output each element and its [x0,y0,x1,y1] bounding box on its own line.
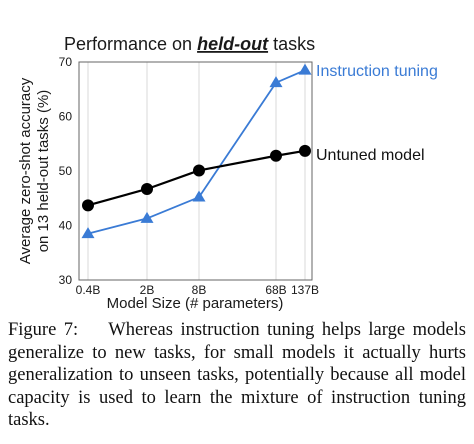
chart-title-emphasis: held-out [197,34,269,54]
data-point-untuned-model-0.4b [82,199,94,212]
figure-caption: Figure 7: Whereas instruction tuning hel… [8,319,466,432]
data-point-untuned-model-68b [270,149,282,162]
data-point-instruction-tuning-68b [269,76,283,88]
y-tick-label-70: 70 [59,55,73,69]
data-point-instruction-tuning-2b [140,211,154,223]
data-point-instruction-tuning-8b [192,190,206,202]
chart-title-suffix: tasks [268,34,315,54]
caption-text: Whereas instruction tuning helps large m… [8,320,467,430]
data-point-untuned-model-137b [299,144,311,157]
x-tick-label-8b: 8B [192,283,207,297]
data-point-instruction-tuning-137b [298,63,312,75]
series-label-instruction-tuning: Instruction tuning [316,63,438,80]
caption-label: Figure 7: [8,320,79,340]
x-tick-label-68b: 68B [265,283,286,297]
x-tick-label-137b: 137B [291,283,319,297]
data-point-untuned-model-2b [141,182,153,195]
x-tick-label-2b: 2B [140,283,155,297]
data-point-instruction-tuning-0.4b [81,227,95,239]
x-tick-label-0.4b: 0.4B [76,283,101,297]
y-tick-label-50: 50 [59,164,73,178]
line-chart: Performance on held-out tasks 30 40 50 60 70… [17,34,438,312]
y-tick-label-40: 40 [59,219,73,233]
chart-title-prefix: Performance on [64,34,197,54]
x-axis-ticks: 0.4B 2B 8B 68B 137B [76,283,319,297]
chart-title: Performance on held-out tasks [64,34,315,54]
y-axis-label-line-2: on 13 held-out tasks (%) [35,90,52,253]
y-axis-label-line-1: Average zero-shot accuracy [17,77,34,264]
y-tick-label-30: 30 [59,273,73,287]
series-group [81,63,312,239]
y-axis-ticks: 30 40 50 60 70 [59,55,73,287]
plot-frame [78,61,313,281]
y-axis-label: Average zero-shot accuracy on 13 held-ou… [17,77,52,264]
x-axis-label: Model Size (# parameters) [107,295,284,312]
data-point-untuned-model-8b [193,164,205,177]
series-label-untuned-model: Untuned model [316,147,425,164]
y-tick-label-60: 60 [59,110,73,124]
